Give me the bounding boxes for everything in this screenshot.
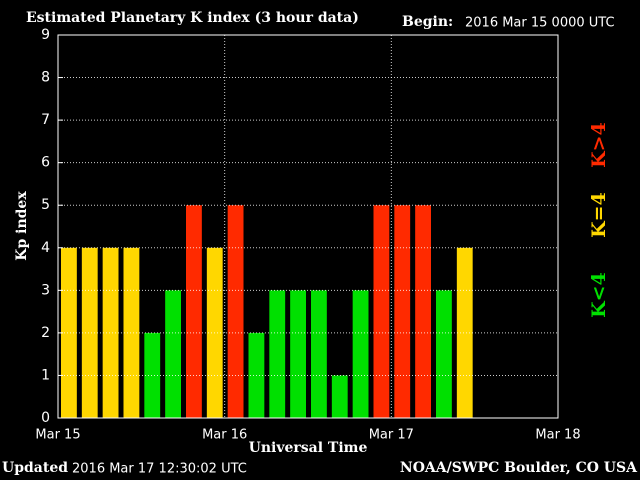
legend-entry: K>4	[588, 122, 610, 168]
updated-value: 2016 Mar 17 12:30:02 UTC	[72, 462, 247, 477]
credit: NOAA/SWPC Boulder, CO USA	[400, 460, 638, 476]
bar	[352, 290, 369, 418]
bar	[290, 290, 306, 418]
x-tick-label: Mar 18	[535, 428, 580, 443]
y-tick-label: 6	[41, 155, 50, 171]
begin-label: Begin:	[402, 14, 453, 30]
y-tick-label: 1	[41, 367, 50, 383]
bar	[165, 290, 181, 418]
bar	[436, 290, 452, 418]
legend-entry: K=4	[588, 192, 610, 238]
y-tick-label: 8	[41, 70, 50, 86]
bar	[144, 332, 161, 418]
legend-entry: K<4	[588, 272, 610, 318]
y-tick-label: 2	[41, 325, 50, 341]
bar	[415, 205, 431, 418]
y-axis-label: Kp index	[14, 191, 30, 261]
bar	[61, 247, 77, 418]
updated-label: Updated	[2, 460, 68, 476]
bar	[269, 290, 286, 418]
bar	[311, 290, 327, 418]
x-tick-label: Mar 17	[369, 428, 414, 443]
y-tick-label: 9	[41, 27, 50, 43]
y-tick-label: 0	[41, 410, 50, 426]
bar	[102, 247, 119, 418]
bar	[331, 375, 348, 418]
x-tick-label: Mar 15	[35, 428, 80, 443]
bar	[394, 205, 411, 418]
y-tick-label: 7	[41, 112, 50, 128]
plot-frame	[57, 34, 559, 419]
y-tick-label: 5	[41, 197, 50, 213]
y-tick-label: 3	[41, 282, 50, 298]
bar	[186, 205, 202, 418]
chart-title: Estimated Planetary K index (3 hour data…	[26, 10, 359, 26]
y-tick-label: 4	[41, 240, 50, 256]
begin-value: 2016 Mar 15 0000 UTC	[465, 16, 615, 31]
bar	[227, 205, 244, 418]
x-axis-label: Universal Time	[249, 440, 368, 456]
bar	[373, 205, 390, 418]
bar	[81, 247, 98, 418]
x-tick-label: Mar 16	[202, 428, 247, 443]
bar	[456, 247, 473, 418]
